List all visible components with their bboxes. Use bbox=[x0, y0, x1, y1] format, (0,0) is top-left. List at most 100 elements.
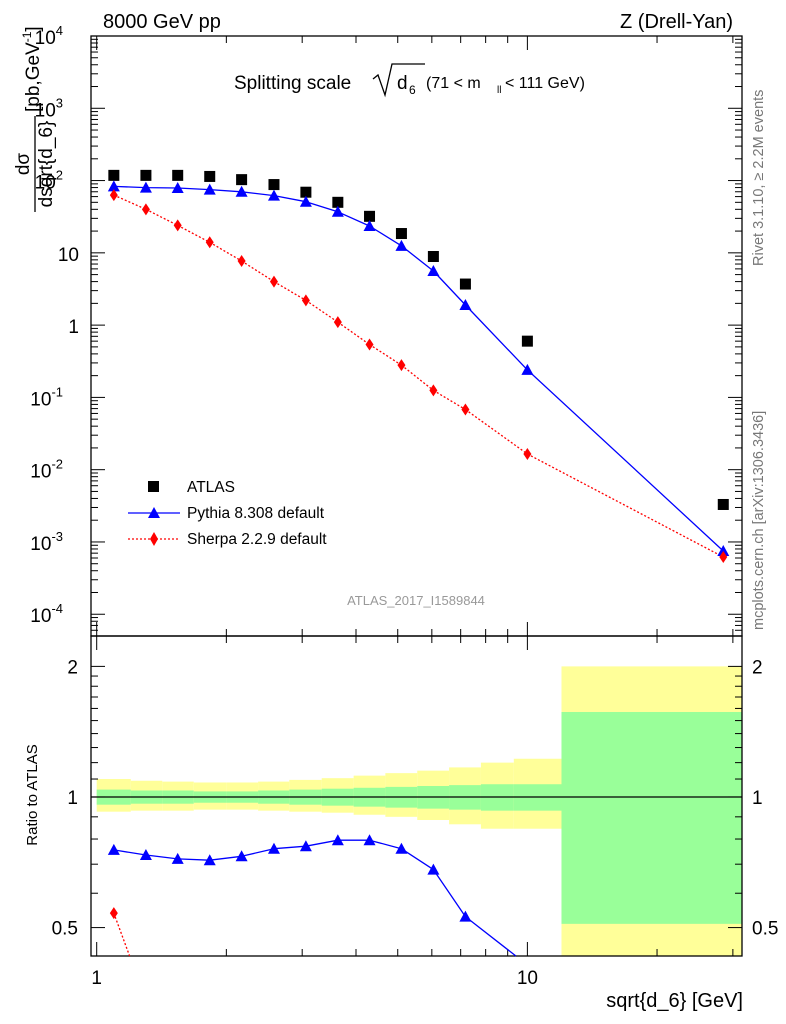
ratio-y-tick-label-right: 1 bbox=[752, 788, 763, 809]
atlas-point bbox=[332, 196, 344, 208]
ratio-y-tick-label: 1 bbox=[67, 788, 78, 809]
sherpa-point bbox=[365, 338, 374, 351]
atlas-point bbox=[395, 228, 407, 240]
ratio-y-tick-label: 2 bbox=[67, 657, 78, 678]
header-left: 8000 GeV pp bbox=[103, 11, 221, 33]
legend-atlas-marker bbox=[148, 481, 159, 492]
chart-title-symbol-sub: 6 bbox=[409, 83, 416, 97]
ylabel-units: [pb,GeV-1] bbox=[20, 26, 44, 112]
pythia-point bbox=[139, 181, 152, 193]
pythia-point bbox=[235, 185, 248, 197]
mcplots-label: mcplots.cern.ch [arXiv:1306.3436] bbox=[751, 411, 767, 630]
y-tick-label: 103 bbox=[35, 95, 63, 121]
sherpa-point bbox=[429, 384, 438, 397]
y-tick-label: 10-3 bbox=[30, 529, 63, 555]
sherpa-point bbox=[333, 316, 342, 329]
y-tick-label: 102 bbox=[35, 168, 63, 194]
pythia-point bbox=[299, 195, 312, 207]
atlas-point bbox=[459, 278, 471, 290]
pythia-ratio-point bbox=[139, 848, 152, 860]
ratio-uncertainty-bands bbox=[91, 666, 742, 956]
rivet-label: Rivet 3.1.10, ≥ 2.2M events bbox=[751, 90, 767, 266]
atlas-point bbox=[300, 186, 312, 198]
sherpa-point bbox=[301, 294, 310, 307]
chart-title-main: Splitting scale bbox=[234, 73, 351, 94]
ylabel-numerator: dσ bbox=[13, 153, 34, 176]
sherpa-ratio-point bbox=[109, 907, 118, 920]
pythia-point bbox=[395, 239, 408, 251]
chart-title: Splitting scale d 6 (71 < m ll < 111 GeV… bbox=[234, 63, 585, 98]
ratio-y-tick-label-right: 2 bbox=[752, 657, 763, 678]
y-tick-label: 10-1 bbox=[30, 384, 63, 410]
chart-title-cut: (71 < m bbox=[426, 75, 481, 92]
pythia-point bbox=[107, 180, 120, 192]
pythia-point bbox=[717, 544, 730, 556]
atlas-point bbox=[108, 169, 120, 181]
chart-title-symbol: d bbox=[397, 73, 408, 94]
ratio-y-axis-label: Ratio to ATLAS bbox=[24, 744, 41, 845]
sherpa-point bbox=[719, 550, 728, 563]
legend-atlas-label: ATLAS bbox=[187, 479, 235, 496]
y-tick-label: 10-4 bbox=[30, 601, 63, 627]
atlas-point bbox=[427, 250, 439, 262]
atlas-point bbox=[717, 498, 729, 510]
y-tick-label: 104 bbox=[35, 23, 63, 49]
sherpa-point bbox=[109, 189, 118, 202]
y-tick-label: 1 bbox=[68, 317, 79, 338]
legend: ATLAS Pythia 8.308 default Sherpa 2.2.9 … bbox=[128, 479, 327, 548]
pythia-point bbox=[427, 265, 440, 277]
pythia-ratio-point bbox=[331, 834, 344, 846]
ratio-y-tick-label: 0.5 bbox=[52, 919, 78, 940]
sherpa-point bbox=[141, 203, 150, 216]
inner-band-bin bbox=[561, 711, 742, 924]
analysis-watermark: ATLAS_2017_I1589844 bbox=[347, 593, 485, 608]
sherpa-point bbox=[397, 359, 406, 372]
ratio-series-layer bbox=[107, 834, 517, 957]
sherpa-ratio-line bbox=[113, 912, 131, 957]
y-tick-label: 10-2 bbox=[30, 457, 63, 483]
legend-pythia-label: Pythia 8.308 default bbox=[187, 505, 325, 522]
pythia-point bbox=[459, 298, 472, 310]
sherpa-point bbox=[237, 255, 246, 268]
pythia-ratio-point bbox=[395, 842, 408, 854]
sherpa-point bbox=[461, 403, 470, 416]
y-tick-label: 10 bbox=[58, 245, 79, 266]
pythia-ratio-point bbox=[107, 843, 120, 855]
pythia-point bbox=[521, 363, 534, 375]
pythia-ratio-point bbox=[459, 910, 472, 922]
pythia-ratio-point bbox=[235, 850, 248, 862]
x-tick-label: 1 bbox=[91, 968, 102, 989]
pythia-point bbox=[171, 181, 184, 193]
ylabel-denominator: dsqrt{d_6} bbox=[36, 121, 57, 208]
pythia-line bbox=[113, 185, 724, 552]
pythia-ratio-point bbox=[203, 854, 216, 866]
atlas-point bbox=[204, 170, 216, 182]
pythia-ratio-point bbox=[427, 863, 440, 875]
ratio-y-tick-label-right: 0.5 bbox=[752, 919, 778, 940]
pythia-point bbox=[363, 220, 376, 232]
x-axis-label: sqrt{d_6} [GeV] bbox=[606, 990, 743, 1012]
sherpa-line bbox=[113, 194, 724, 558]
ratio-axis-ticks: 1 10 0.5 0.5 1 1 2 2 bbox=[52, 636, 778, 989]
main-series-layer bbox=[107, 169, 730, 563]
pythia-ratio-point bbox=[299, 840, 312, 852]
sherpa-point bbox=[173, 219, 182, 232]
sqrt-symbol bbox=[372, 63, 425, 98]
sherpa-point bbox=[269, 275, 278, 288]
main-y-axis-label: dσ dsqrt{d_6} [pb,GeV-1] bbox=[13, 26, 57, 212]
x-tick-label: 10 bbox=[517, 968, 538, 989]
atlas-point bbox=[521, 335, 533, 347]
legend-sherpa-marker bbox=[150, 532, 158, 546]
pythia-point bbox=[331, 205, 344, 217]
legend-pythia-marker bbox=[148, 507, 160, 518]
pythia-point bbox=[203, 183, 216, 195]
atlas-point bbox=[172, 169, 184, 181]
sherpa-point bbox=[523, 447, 532, 460]
pythia-ratio-point bbox=[363, 834, 376, 846]
pythia-ratio-point bbox=[171, 852, 184, 864]
chart-title-cut-end: < 111 GeV) bbox=[505, 75, 585, 92]
atlas-point bbox=[364, 210, 376, 222]
atlas-point bbox=[140, 169, 152, 181]
main-axis-ticks: 10-4 10-3 10-2 10-1 1 10 102 103 104 bbox=[30, 23, 742, 637]
